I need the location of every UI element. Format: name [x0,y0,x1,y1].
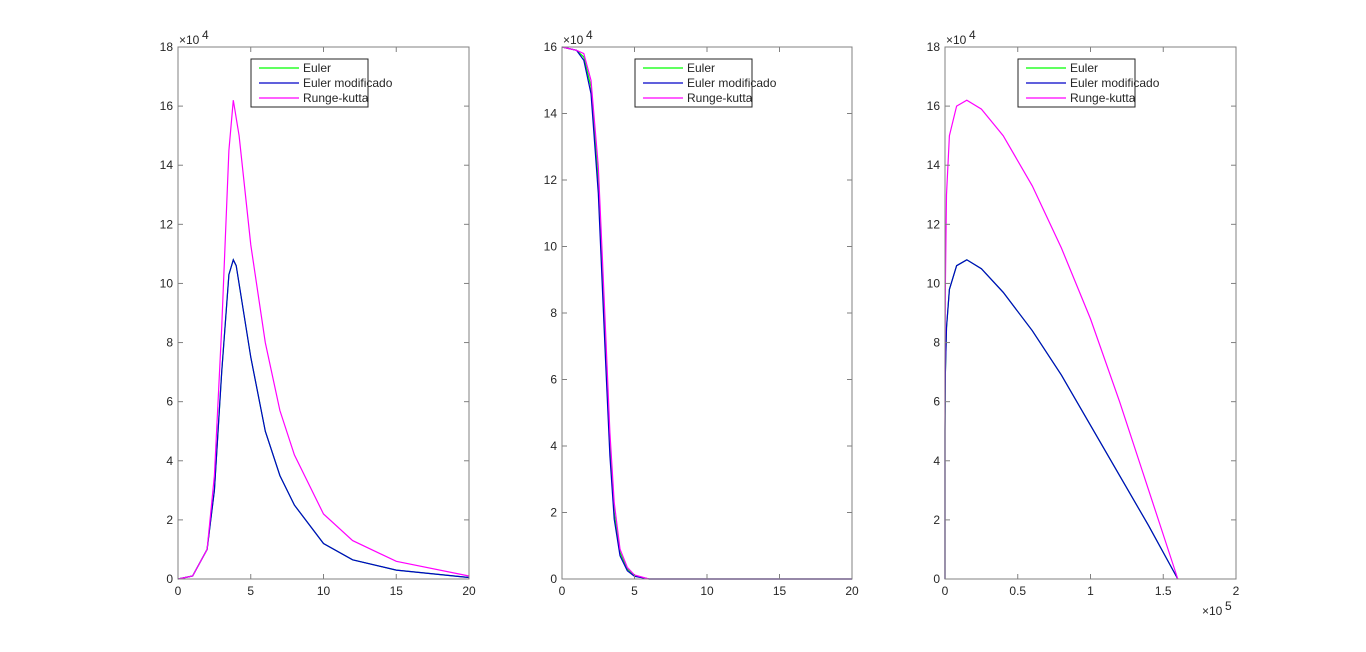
y-tick-label: 8 [933,336,940,350]
x-tick-label: 20 [462,584,476,598]
axes-frame [177,46,470,580]
x-tick-label: 5 [631,584,638,598]
y-tick-label: 0 [166,572,173,586]
axes-frame [561,46,853,580]
series-line-runge-kutta [561,46,852,580]
x-exponent-value: 5 [1225,599,1232,613]
legend-entry: Euler modificado [687,76,777,90]
legend-entry: Euler modificado [1070,76,1160,90]
y-tick-label: 0 [933,572,940,586]
x-tick-label: 2 [1233,584,1240,598]
series-line-euler-modificado [944,259,1179,580]
x-tick-label: 20 [845,584,859,598]
y-tick-label: 8 [166,336,173,350]
y-exponent-label: ×10 [179,33,200,47]
series-line-runge-kutta [177,100,470,580]
y-tick-label: 18 [160,40,174,54]
y-tick-label: 16 [544,40,558,54]
y-tick-label: 2 [166,513,173,527]
series-line-runge-kutta [944,99,1179,580]
series-line-euler-modificado [561,46,852,580]
legend-entry: Runge-kutta [303,91,369,105]
x-exponent-label: ×10 [1202,604,1223,618]
y-exponent-label: ×10 [946,33,967,47]
x-tick-label: 15 [773,584,787,598]
legend-entry: Euler [303,61,331,75]
y-tick-label: 14 [927,158,941,172]
y-tick-label: 10 [160,276,174,290]
y-exponent-label: ×10 [563,33,584,47]
series-line-euler [561,46,852,580]
y-exponent-value: 4 [969,28,976,42]
y-tick-label: 6 [166,395,173,409]
x-tick-label: 0 [175,584,182,598]
series-line-euler-modificado [177,258,470,580]
x-tick-label: 0 [559,584,566,598]
y-tick-label: 0 [550,572,557,586]
y-tick-label: 16 [927,99,941,113]
y-tick-label: 2 [933,513,940,527]
legend-entry: Euler modificado [303,76,393,90]
series-line-euler [177,258,470,580]
y-tick-label: 18 [927,40,941,54]
x-tick-label: 10 [317,584,331,598]
y-tick-label: 4 [550,439,557,453]
x-tick-label: 1.5 [1155,584,1172,598]
y-tick-label: 14 [544,107,558,121]
y-tick-label: 10 [927,276,941,290]
x-tick-label: 10 [700,584,714,598]
y-tick-label: 14 [160,158,174,172]
y-tick-label: 10 [544,240,558,254]
series-line-euler [944,259,1179,580]
y-tick-label: 2 [550,506,557,520]
y-tick-label: 12 [927,217,941,231]
y-tick-label: 6 [933,395,940,409]
legend-entry: Runge-kutta [1070,91,1136,105]
axes-frame [944,46,1237,580]
x-tick-label: 1 [1087,584,1094,598]
x-tick-label: 0.5 [1009,584,1026,598]
y-exponent-value: 4 [586,28,593,42]
y-tick-label: 8 [550,306,557,320]
legend-entry: Runge-kutta [687,91,753,105]
x-tick-label: 5 [247,584,254,598]
x-tick-label: 0 [942,584,949,598]
y-tick-label: 6 [550,373,557,387]
y-tick-label: 4 [166,454,173,468]
legend-entry: Euler [687,61,715,75]
legend-entry: Euler [1070,61,1098,75]
x-tick-label: 15 [390,584,404,598]
y-tick-label: 12 [160,217,174,231]
y-tick-label: 12 [544,173,558,187]
y-exponent-value: 4 [202,28,209,42]
y-tick-label: 16 [160,99,174,113]
y-tick-label: 4 [933,454,940,468]
